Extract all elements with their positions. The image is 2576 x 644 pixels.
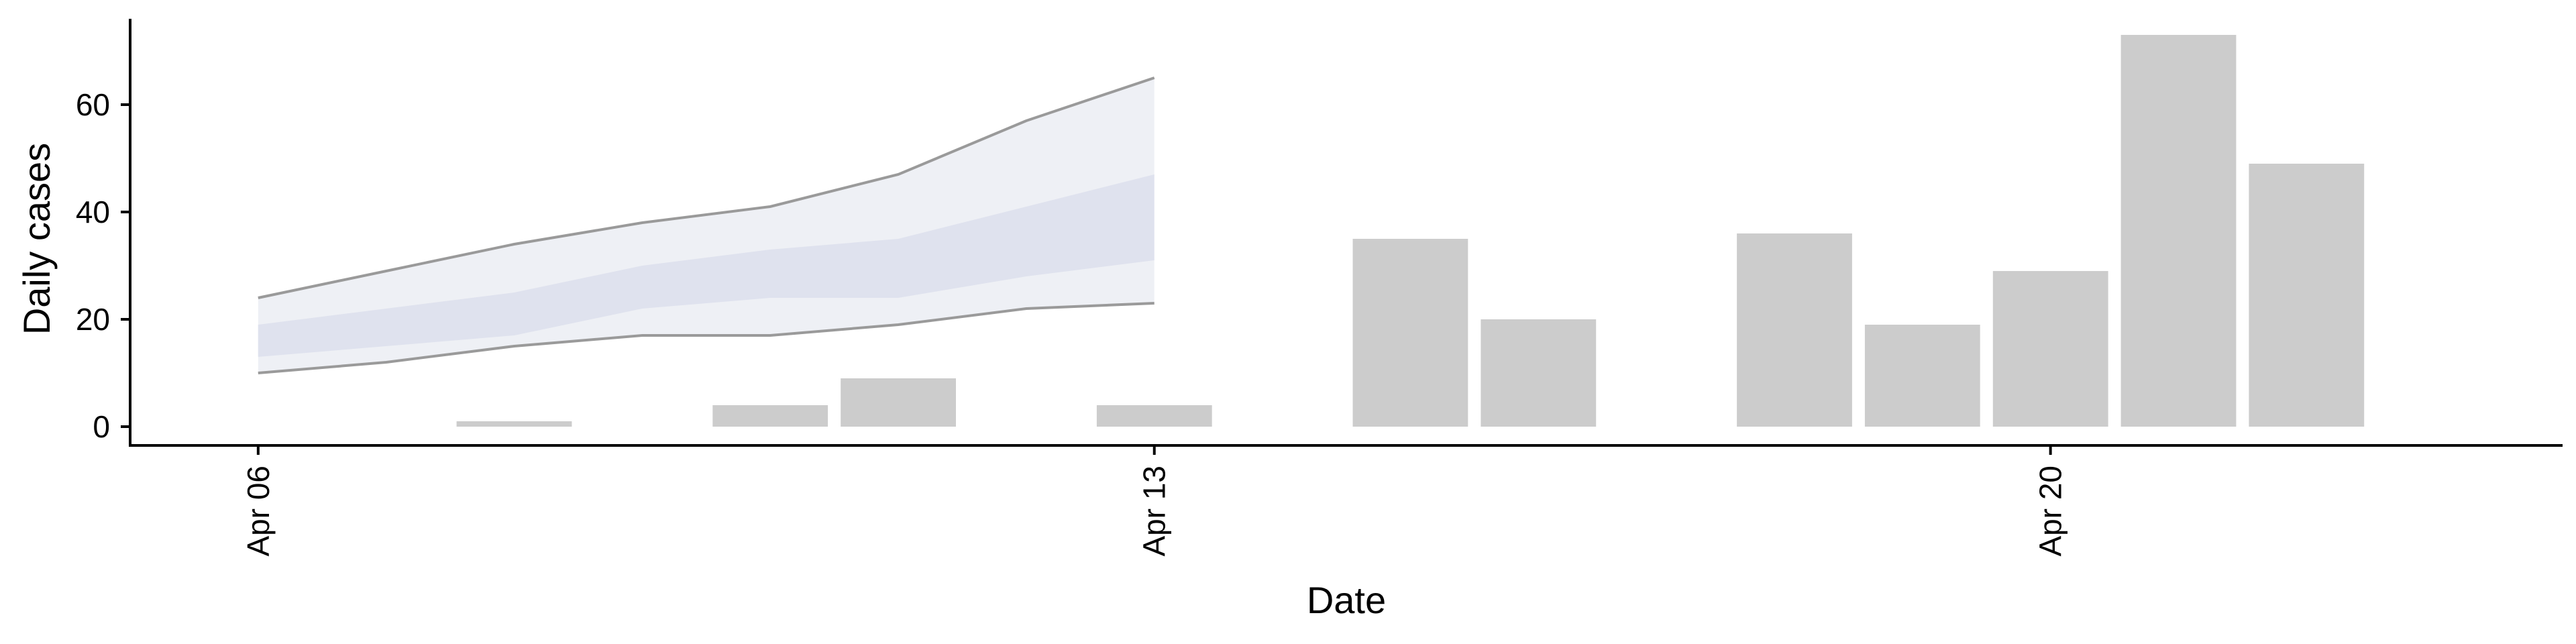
x-tick-label: Apr 13 <box>1137 466 1172 557</box>
y-tick-label: 20 <box>76 302 110 337</box>
bar-2020-04-13 <box>1096 405 1212 427</box>
bar-2020-04-22 <box>2249 164 2365 427</box>
bar-2020-04-11 <box>841 378 956 427</box>
bar-2020-04-16 <box>1481 319 1597 427</box>
x-tick-label: Apr 06 <box>241 466 276 557</box>
y-axis-ticks: 0 20 40 60 <box>76 87 130 444</box>
x-axis-title: Date <box>1307 579 1386 621</box>
case-bars <box>456 35 2365 427</box>
forecast-bands <box>258 76 1155 374</box>
bar-2020-04-18 <box>1737 233 1852 427</box>
inner-forecast-band <box>258 174 1155 357</box>
bar-2020-04-19 <box>1864 325 1980 427</box>
y-tick-label: 40 <box>76 195 110 229</box>
bar-2020-04-21 <box>2121 35 2237 427</box>
y-tick-label: 60 <box>76 87 110 122</box>
x-tick-label: Apr 20 <box>2033 466 2068 557</box>
axes: 0 20 40 60 Apr 06 Apr 13 Apr 20 <box>76 19 2563 557</box>
y-tick-label: 0 <box>93 409 110 444</box>
forecast-upper-line <box>258 76 1155 299</box>
bar-2020-04-10 <box>712 405 828 427</box>
bar-2020-04-15 <box>1352 239 1468 427</box>
forecast-lower-line <box>258 302 1155 374</box>
bar-2020-04-20 <box>1992 271 2108 427</box>
y-axis-title: Daily cases <box>15 143 58 335</box>
x-axis-ticks: Apr 06 Apr 13 Apr 20 <box>241 445 2068 557</box>
bar-2020-04-08 <box>456 421 572 427</box>
